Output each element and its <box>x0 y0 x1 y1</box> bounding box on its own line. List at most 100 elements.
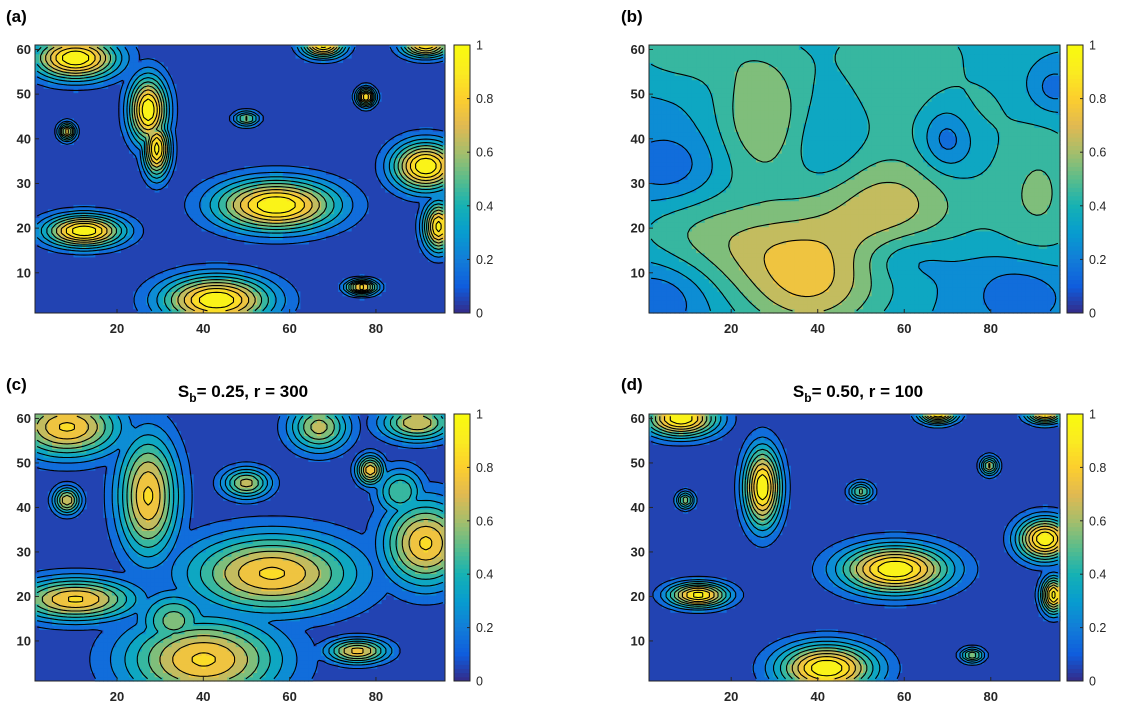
contour-cell <box>99 248 104 254</box>
contour-cell <box>231 222 237 228</box>
contour-cell <box>704 204 710 210</box>
contour-cell <box>257 274 262 280</box>
contour-cell <box>261 230 267 236</box>
contour-cell <box>837 217 843 223</box>
contour-cell <box>1008 248 1014 254</box>
contour-cell <box>875 200 881 206</box>
contour-cell <box>948 304 954 310</box>
contour-cell <box>436 179 442 184</box>
contour-cell <box>952 269 958 275</box>
contour-cell <box>376 157 382 163</box>
contour-cell <box>893 200 898 206</box>
contour-cell <box>858 209 864 215</box>
contour-cell <box>124 131 130 137</box>
contour-cell <box>893 256 898 262</box>
contour-cell <box>52 79 57 85</box>
contour-cell <box>858 295 864 301</box>
contour-cell <box>304 226 309 232</box>
contour-cell <box>1000 291 1005 297</box>
contour-cell <box>269 209 275 215</box>
contour-cell <box>978 274 984 280</box>
contour-cell <box>931 243 937 249</box>
contour-cell <box>282 291 288 297</box>
contour-cell <box>1034 256 1040 262</box>
contour-cell <box>901 269 907 275</box>
contour-cell <box>871 291 877 297</box>
contour-cell <box>730 239 736 245</box>
contour-cell <box>1017 278 1023 284</box>
contour-cell <box>133 101 139 107</box>
contour-cell <box>833 230 838 236</box>
contour-cell <box>141 92 147 98</box>
colorbar-step <box>454 128 470 134</box>
contour-cell <box>427 157 433 163</box>
contour-cell <box>871 239 877 245</box>
contour-cell <box>666 217 672 223</box>
colorbar-step <box>454 304 470 310</box>
contour-cell <box>875 217 881 223</box>
contour-cell <box>777 278 783 284</box>
contour-cell <box>914 278 920 284</box>
contour-cell <box>372 92 378 98</box>
contour-cell <box>218 269 224 275</box>
contour-cell <box>717 204 723 210</box>
contour-cell <box>248 235 254 241</box>
contour-cell <box>163 101 168 107</box>
contour-cell <box>751 269 757 275</box>
contour-cell <box>1051 256 1057 262</box>
contour-cell <box>146 287 151 292</box>
contour-cell <box>410 135 416 141</box>
contour-cell <box>978 209 984 215</box>
contour-cell <box>803 274 809 280</box>
contour-cell <box>269 287 275 292</box>
contour-cell <box>880 200 886 206</box>
contour-cell <box>970 248 975 254</box>
contour-cell <box>150 308 156 314</box>
contour-cell <box>845 204 851 210</box>
contour-cell <box>137 308 143 314</box>
contour-cell <box>423 239 429 245</box>
contour-cell <box>1000 295 1005 301</box>
contour-cell <box>1004 239 1010 245</box>
contour-cell <box>884 252 890 258</box>
contour-cell <box>295 226 301 232</box>
contour-cell <box>974 222 980 228</box>
contour-cell <box>393 174 399 180</box>
contour-cell <box>760 209 766 215</box>
contour-cell <box>227 300 233 305</box>
contour-cell <box>308 174 314 180</box>
contour-cell <box>781 230 787 236</box>
contour-cell <box>918 213 924 219</box>
contour-cell <box>214 174 220 180</box>
contour-cell <box>931 295 937 301</box>
contour-cell <box>734 248 740 254</box>
contour-cell <box>678 243 684 249</box>
contour-cell <box>914 282 920 288</box>
contour-cell <box>978 252 984 258</box>
contour-cell <box>918 200 924 206</box>
contour-cell <box>86 222 92 228</box>
contour-cell <box>295 213 301 219</box>
contour-cell <box>713 252 719 258</box>
contour-cell <box>1012 278 1018 284</box>
contour-cell <box>240 187 245 193</box>
contour-cell <box>116 226 122 232</box>
contour-cell <box>218 265 224 271</box>
contour-cell <box>376 153 382 158</box>
contour-cell <box>1047 222 1053 228</box>
contour-cell <box>841 239 847 245</box>
contour-cell <box>850 274 856 280</box>
contour-cell <box>231 183 237 189</box>
contour-cell <box>1038 274 1044 280</box>
contour-cell <box>103 62 109 68</box>
contour-cell <box>1012 261 1018 267</box>
contour-cell <box>730 243 736 249</box>
contour-cell <box>73 127 79 133</box>
contour-cell <box>657 204 663 210</box>
contour-cell <box>188 282 194 288</box>
contour-cell <box>768 256 774 262</box>
contour-cell <box>227 235 233 241</box>
contour-cell <box>760 204 766 210</box>
contour-cell <box>901 239 907 245</box>
contour-cell <box>321 187 327 193</box>
